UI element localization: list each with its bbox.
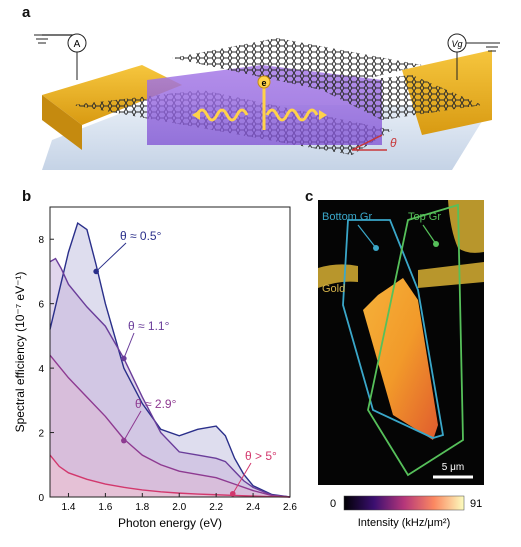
series-label-1: θ ≈ 1.1°: [128, 319, 170, 333]
series-label-0: θ ≈ 0.5°: [120, 229, 162, 243]
twist-indicator: [351, 134, 387, 151]
gold-region: [318, 264, 358, 288]
series-line-1: [49, 257, 291, 498]
series-line-3: [49, 454, 291, 498]
panel-b-label: b: [22, 188, 32, 205]
x-tick-label-2: 1.8: [135, 502, 149, 513]
colorbar-max: 91: [470, 498, 482, 510]
gold-label: Gold: [322, 283, 345, 295]
bottom-gr-label: Bottom Gr: [322, 211, 372, 223]
y-tick-label-0: 0: [38, 493, 44, 504]
right-wave: [265, 108, 319, 122]
y-tick-label-1: 2: [38, 429, 44, 440]
electron: [257, 75, 271, 89]
scale-bar-label: 5 μm: [442, 462, 464, 473]
series-leader-3: [232, 462, 252, 495]
y-tick-label-3: 6: [38, 300, 44, 311]
top-gr-label: Top Gr: [408, 211, 441, 223]
y-tick-label-2: 4: [38, 364, 44, 375]
colorbar-title: Intensity (kHz/μm²): [358, 517, 451, 529]
top-graphene-outline: [367, 203, 464, 477]
series-label-3: θ > 5°: [245, 449, 277, 463]
x-tick-label-1: 1.6: [98, 502, 112, 513]
plot-frame: [49, 206, 291, 498]
x-tick-label-3: 2.0: [172, 502, 186, 513]
device-schematic: e θ A Vg: [34, 33, 500, 170]
panel-a-label: a: [22, 4, 31, 21]
series-leader-2: [123, 410, 142, 441]
colorbar: [343, 495, 465, 511]
emission-flake: [363, 278, 438, 440]
voltage-label: Vg: [451, 39, 462, 49]
series-leader-0: [95, 242, 127, 272]
electron-label: e: [261, 78, 266, 88]
x-axis-label: Photon energy (eV): [118, 516, 222, 530]
series-line-2: [49, 354, 291, 498]
series-area-3: [50, 455, 290, 497]
series-marker-1: [121, 355, 127, 362]
photoluminescence-map: Bottom Gr Top Gr Gold 5 μm 0 91 Intensit…: [318, 200, 484, 529]
bottom-graphene-outline: [342, 219, 445, 439]
series-marker-2: [121, 437, 127, 444]
left-wave: [195, 108, 249, 122]
series-leader-1: [123, 332, 135, 359]
ammeter-label: A: [74, 39, 81, 50]
x-tick-label-4: 2.2: [209, 502, 223, 513]
spectral-chart: 1.4 1.6 1.8 2.0 2.2 2.4 2.6 0 2 4 6 8 Photon energy …: [13, 206, 297, 530]
top-graphene: [172, 38, 422, 90]
x-tick-label-0: 1.4: [62, 502, 76, 513]
x-tick-label-5: 2.4: [246, 502, 260, 513]
y-tick-label-4: 8: [38, 235, 44, 246]
twist-label: θ: [390, 136, 397, 150]
y-axis-label: Spectral efficiency (10⁻⁷ eV⁻¹): [13, 272, 27, 433]
panel-c-label: c: [305, 188, 314, 205]
x-tick-label-6: 2.6: [283, 502, 297, 513]
series-label-2: θ ≈ 2.9°: [135, 397, 177, 411]
series-area-2: [50, 355, 290, 497]
colorbar-min: 0: [330, 498, 336, 510]
